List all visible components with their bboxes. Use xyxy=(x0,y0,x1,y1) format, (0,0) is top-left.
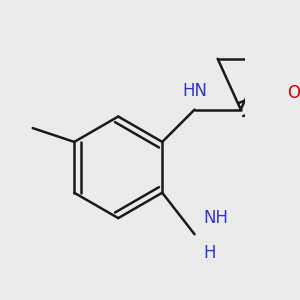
Text: NH: NH xyxy=(204,209,229,227)
Text: O: O xyxy=(287,84,300,102)
Text: H: H xyxy=(204,244,216,262)
Text: HN: HN xyxy=(182,82,207,100)
